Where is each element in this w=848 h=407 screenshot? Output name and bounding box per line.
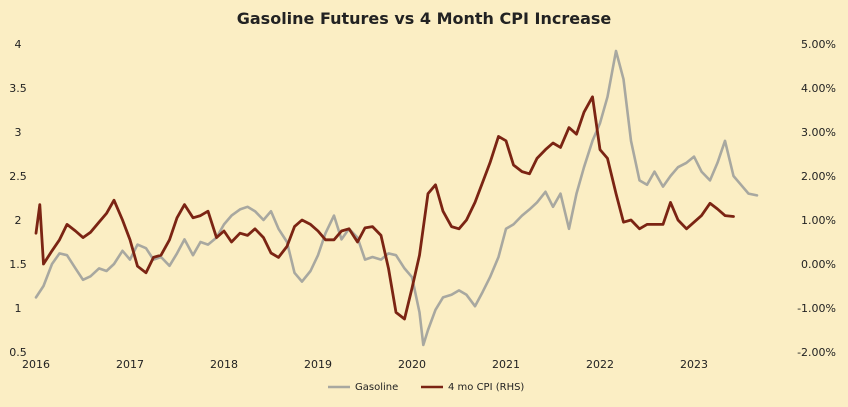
y-left-tick-label: 3.5 (9, 82, 27, 95)
y-left-tick-label: 2.5 (9, 170, 27, 183)
x-tick-label: 2019 (304, 358, 332, 371)
x-tick-label: 2021 (492, 358, 520, 371)
y-left-tick-label: 1.5 (9, 258, 27, 271)
y-right-tick-label: -2.00% (797, 346, 836, 359)
legend-gasoline-label: Gasoline (355, 382, 398, 393)
y-left-tick-label: 0.5 (9, 346, 27, 359)
y-left-tick-label: 4 (15, 38, 22, 51)
y-right-tick-label: 3.00% (801, 126, 836, 139)
y-right-tick-label: 5.00% (801, 38, 836, 51)
x-tick-label: 2016 (22, 358, 50, 371)
series-line-cpi (34, 95, 735, 321)
x-tick-label: 2020 (398, 358, 426, 371)
y-right-tick-label: -1.00% (797, 302, 836, 315)
y-left-tick-label: 3 (15, 126, 22, 139)
y-right-tick-label: 1.00% (801, 214, 836, 227)
y-right-tick-label: 2.00% (801, 170, 836, 183)
y-left-tick-label: 2 (15, 214, 22, 227)
x-tick-label: 2022 (586, 358, 614, 371)
legend-cpi-label: 4 mo CPI (RHS) (448, 382, 524, 393)
x-tick-label: 2023 (680, 358, 708, 371)
y-right-tick-label: 0.00% (801, 258, 836, 271)
chart-title: Gasoline Futures vs 4 Month CPI Increase (237, 9, 612, 28)
x-tick-label: 2017 (116, 358, 144, 371)
x-tick-label: 2018 (210, 358, 238, 371)
y-right-tick-label: 4.00% (801, 82, 836, 95)
series-line-gasoline (34, 49, 759, 347)
y-left-tick-label: 1 (15, 302, 22, 315)
